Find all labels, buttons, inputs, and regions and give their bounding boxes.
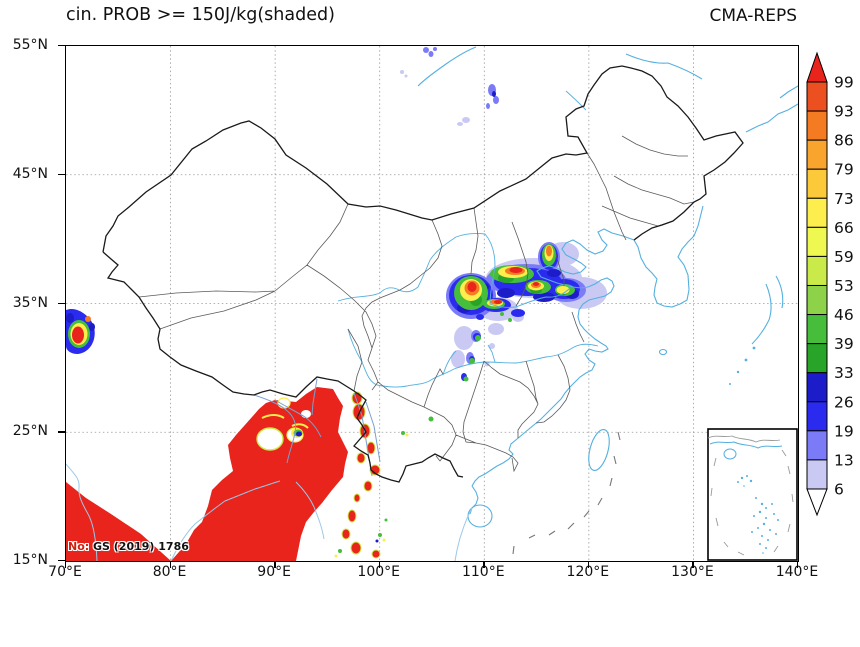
x-tickmark [483, 561, 485, 568]
y-tickmark [58, 431, 65, 433]
svg-text:93: 93 [834, 103, 854, 121]
x-tickmark [65, 561, 67, 568]
map-canvas [66, 46, 798, 561]
svg-text:39: 39 [834, 335, 854, 353]
national-border [102, 65, 744, 483]
svg-text:86: 86 [834, 132, 854, 150]
svg-text:19: 19 [834, 422, 854, 440]
footer-init-times: 2026031018 + 000h 2026031102 + 000h [63, 591, 239, 647]
prob-shading-tiny-specks [334, 518, 388, 558]
x-tick-label: 120°E [566, 564, 610, 580]
scs-island-dots [737, 475, 779, 554]
svg-text:46: 46 [834, 306, 854, 324]
y-tickmark [58, 302, 65, 304]
y-tick-label: 25°N [12, 423, 48, 440]
x-tick-label: 70°E [48, 564, 82, 580]
y-tickmark [58, 45, 65, 47]
map-plot-area [65, 45, 799, 562]
colorbar: 99 93 86 79 73 66 59 53 46 39 33 26 19 13 6 [806, 51, 854, 517]
x-tick-label: 130°E [671, 564, 714, 580]
prob-shading-navy [66, 91, 579, 331]
x-tickmark [274, 561, 276, 568]
x-tick-label: 100°E [357, 564, 400, 580]
y-tick-label: 55°N [12, 37, 48, 53]
stamp-prefix: No: [68, 540, 90, 553]
y-tick-label: 35°N [12, 294, 48, 311]
prob-shading-south-red-region [66, 387, 388, 561]
svg-text:6: 6 [834, 480, 844, 498]
footer-right-line1: 2026031018(UTC) [652, 643, 798, 647]
svg-text:73: 73 [834, 190, 854, 208]
svg-text:33: 33 [834, 364, 854, 382]
svg-text:53: 53 [834, 277, 854, 295]
y-tick-label: 45°N [12, 165, 48, 182]
x-tick-label: 90°E [257, 564, 291, 580]
x-axis-labels: 70°E 80°E 90°E 100°E 110°E 120°E 130°E 140°E [48, 564, 818, 584]
plot-title: cin. PROB >= 150J/kg(shaded) [66, 5, 335, 25]
model-name: CMA-REPS [709, 6, 797, 26]
x-tick-label: 140°E [775, 564, 819, 580]
svg-text:59: 59 [834, 248, 854, 266]
y-axis-tickmarks [58, 45, 65, 562]
footer-valid-times: 2026031018(UTC) 2026031102(CST) [652, 591, 798, 647]
footer-left-line1: 2026031018 + 000h [63, 643, 239, 647]
rivers [337, 90, 599, 388]
ryukyu-island-dots [729, 346, 756, 385]
y-tickmark [58, 560, 65, 562]
x-tickmark [587, 561, 590, 568]
x-tickmark [797, 561, 799, 568]
scs-inset [707, 428, 798, 561]
stamp-text: GS (2019) 1786 [89, 540, 189, 553]
x-tickmark [169, 561, 171, 568]
svg-text:26: 26 [834, 393, 854, 411]
svg-text:99: 99 [834, 74, 854, 92]
y-tickmark [58, 173, 65, 176]
svg-text:13: 13 [834, 451, 854, 469]
y-axis-labels: 55°N 45°N 35°N 25°N 15°N [0, 37, 58, 568]
x-tick-label: 110°E [461, 564, 505, 580]
svg-text:79: 79 [834, 161, 854, 179]
x-tickmark [378, 561, 381, 568]
prob-shading-red-cores [72, 267, 539, 344]
nine-dash-line [512, 431, 621, 555]
y-tick-label: 15°N [12, 552, 48, 568]
foreign-coastlines [66, 463, 473, 561]
x-tick-label: 80°E [152, 564, 187, 580]
x-tickmark [692, 561, 694, 568]
svg-text:66: 66 [834, 219, 854, 237]
graticule-gridlines [66, 46, 798, 561]
x-axis-tickmarks [65, 561, 799, 568]
province-borders [138, 135, 695, 473]
map-license-stamp: No: GS (2019) 1786 [68, 540, 189, 553]
